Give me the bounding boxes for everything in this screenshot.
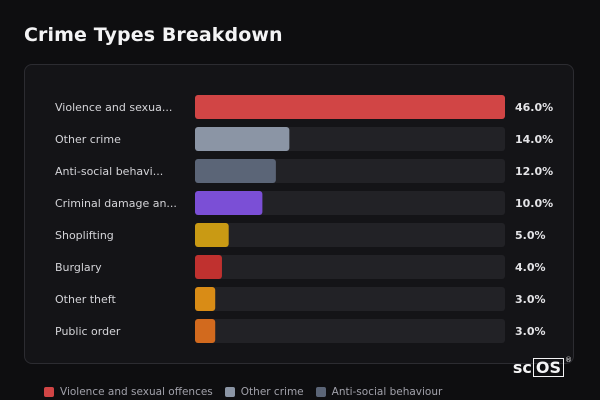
value-label: 3.0%: [515, 325, 546, 338]
bar: [195, 287, 216, 311]
legend-label: Anti-social behaviour: [331, 386, 443, 398]
registered-mark: ®: [565, 356, 572, 364]
chart-title: Crime Types Breakdown: [24, 24, 283, 46]
brand-logo: sc OS ®: [512, 356, 572, 377]
bar-track: [195, 319, 505, 343]
bar: [195, 159, 276, 183]
category-label: Violence and sexua...: [55, 101, 172, 114]
value-label: 4.0%: [515, 261, 546, 274]
category-label: Other theft: [55, 293, 116, 306]
value-label: 10.0%: [515, 197, 553, 210]
bar-track: [195, 255, 505, 279]
bar: [195, 319, 216, 343]
category-label: Other crime: [55, 133, 121, 146]
category-label: Burglary: [55, 261, 102, 274]
bar: [195, 223, 229, 247]
legend-label: Other crime: [240, 386, 304, 398]
legend-item: Violence and sexual offences: [44, 386, 213, 398]
category-label: Public order: [55, 325, 121, 338]
legend-item: Anti-social behaviour: [315, 386, 443, 398]
bar: [195, 95, 505, 119]
value-label: 3.0%: [515, 293, 546, 306]
category-label: Anti-social behavi...: [55, 165, 163, 178]
value-label: 5.0%: [515, 229, 546, 242]
category-label: Shoplifting: [55, 229, 114, 242]
value-label: 12.0%: [515, 165, 553, 178]
bar: [195, 255, 222, 279]
bar: [195, 191, 263, 215]
value-label: 14.0%: [515, 133, 553, 146]
legend-swatch: [224, 387, 235, 397]
logo-text-plain: sc: [512, 358, 532, 377]
legend-swatch: [44, 387, 54, 397]
value-label: 46.0%: [515, 101, 553, 114]
legend-swatch: [315, 387, 326, 397]
legend-label: Violence and sexual offences: [60, 386, 213, 398]
bar: [195, 127, 290, 151]
bar-track: [195, 191, 505, 215]
bar-track: [195, 287, 505, 311]
category-label: Criminal damage an...: [55, 197, 177, 210]
bar-track: [195, 223, 505, 247]
chart-legend: Violence and sexual offences Other crime A…: [44, 386, 442, 398]
legend-item: Other crime: [224, 386, 304, 398]
logo-text-boxed: OS: [532, 358, 564, 377]
